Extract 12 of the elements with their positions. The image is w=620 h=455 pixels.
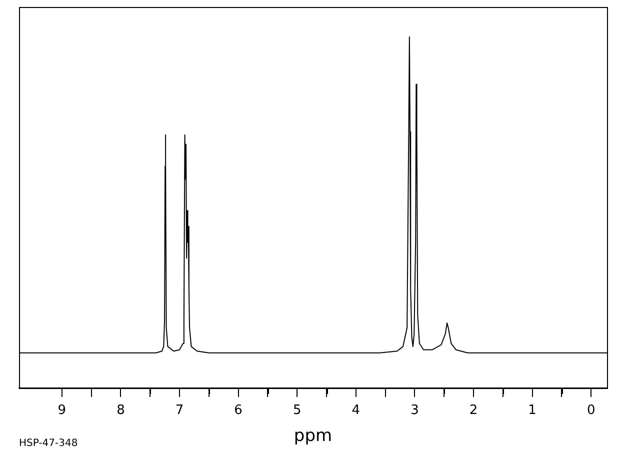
x-tick-label: 6	[234, 403, 242, 418]
x-tick-label: 2	[469, 403, 478, 418]
x-tick-label: 7	[175, 403, 184, 418]
x-axis-title: ppm	[294, 426, 332, 446]
x-tick-label: 9	[58, 403, 66, 418]
x-tick-label: 0	[586, 403, 596, 418]
x-tick-label: 5	[292, 403, 302, 418]
x-tick-label: 3	[410, 403, 419, 418]
text: HSP-47-348	[19, 438, 78, 449]
x-tick-label: 4	[352, 403, 360, 418]
x-tick-label: 8	[116, 403, 125, 418]
x-tick-label: 1	[528, 403, 536, 418]
